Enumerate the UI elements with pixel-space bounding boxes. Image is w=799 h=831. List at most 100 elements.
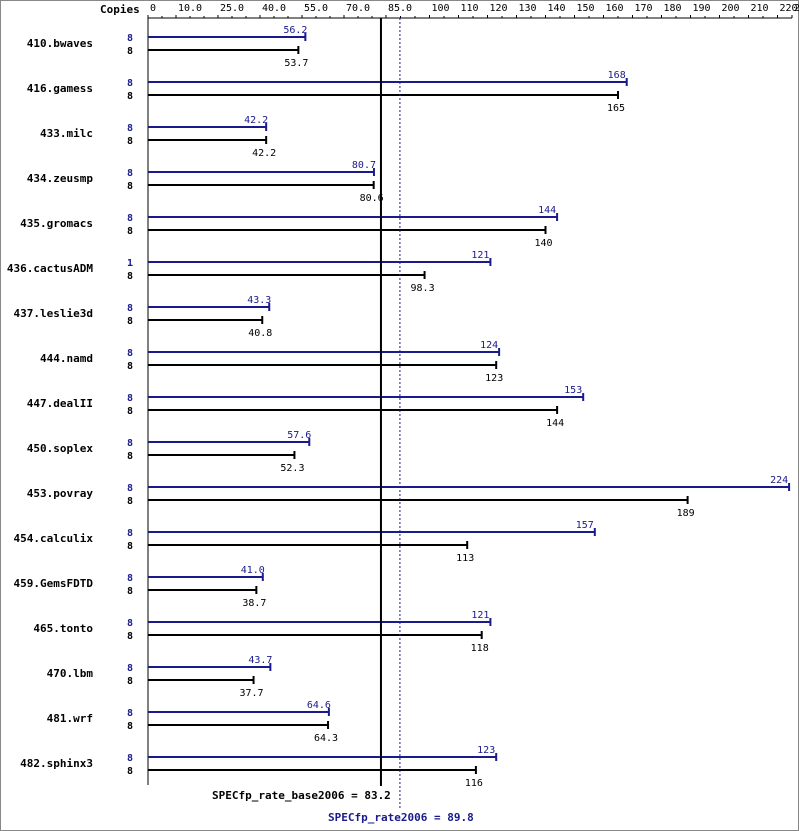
base-value-label: 140: [534, 238, 552, 249]
peak-copies-label: 8: [127, 303, 133, 314]
peak-value-label: 121: [471, 250, 489, 261]
base-copies-label: 8: [127, 46, 133, 57]
peak-mean-label: SPECfp_rate2006 = 89.8: [328, 811, 474, 824]
peak-copies-label: 8: [127, 618, 133, 629]
peak-copies-label: 8: [127, 168, 133, 179]
benchmark-label: 453.povray: [27, 487, 94, 500]
benchmark-label: 482.sphinx3: [20, 757, 93, 770]
x-axis-tick-label: 85.0: [388, 3, 412, 14]
base-copies-label: 8: [127, 181, 133, 192]
benchmark-label: 470.lbm: [47, 667, 94, 680]
x-axis-tick-label: 70.0: [346, 3, 370, 14]
base-value-label: 40.8: [248, 328, 272, 339]
peak-value-label: 153: [564, 385, 582, 396]
peak-copies-label: 8: [127, 393, 133, 404]
x-axis-tick-label: 0: [150, 3, 156, 14]
benchmark-label: 435.gromacs: [20, 217, 93, 230]
x-axis-tick-label: 200: [722, 3, 740, 14]
x-axis-tick-label: 210: [751, 3, 769, 14]
peak-copies-label: 8: [127, 33, 133, 44]
peak-value-label: 144: [538, 205, 556, 216]
base-copies-label: 8: [127, 226, 133, 237]
peak-copies-label: 8: [127, 663, 133, 674]
benchmark-label: 447.dealII: [27, 397, 93, 410]
benchmark-label: 459.GemsFDTD: [14, 577, 94, 590]
benchmark-label: 436.cactusADM: [7, 262, 93, 275]
base-value-label: 80.6: [360, 193, 384, 204]
base-value-label: 116: [465, 778, 483, 789]
base-value-label: 37.7: [240, 688, 264, 699]
x-axis-tick-label: 130: [519, 3, 537, 14]
x-axis-tick-label: 190: [693, 3, 711, 14]
base-copies-label: 8: [127, 586, 133, 597]
x-axis-tick-label: 120: [490, 3, 508, 14]
peak-value-label: 41.0: [241, 565, 265, 576]
base-copies-label: 8: [127, 721, 133, 732]
base-copies-label: 8: [127, 316, 133, 327]
peak-value-label: 123: [477, 745, 495, 756]
base-copies-label: 8: [127, 91, 133, 102]
base-value-label: 64.3: [314, 733, 338, 744]
base-copies-label: 8: [127, 451, 133, 462]
peak-copies-label: 8: [127, 483, 133, 494]
base-value-label: 53.7: [284, 58, 308, 69]
x-axis-tick-label: 10.0: [178, 3, 202, 14]
x-axis-tick-label: 140: [548, 3, 566, 14]
x-axis-tick-label: 110: [461, 3, 479, 14]
benchmark-label: 410.bwaves: [27, 37, 93, 50]
x-axis-tick-label: 170: [635, 3, 653, 14]
base-value-label: 165: [607, 103, 625, 114]
peak-copies-label: 8: [127, 78, 133, 89]
x-axis-tick-label: 220: [780, 3, 798, 14]
benchmark-label: 433.milc: [40, 127, 93, 140]
base-copies-label: 8: [127, 136, 133, 147]
base-mean-label: SPECfp_rate_base2006 = 83.2: [212, 789, 391, 802]
peak-value-label: 64.6: [307, 700, 331, 711]
x-axis-tick-label: 180: [664, 3, 682, 14]
peak-copies-label: 1: [127, 258, 133, 269]
axis-title: Copies: [100, 3, 140, 16]
peak-value-label: 168: [608, 70, 626, 81]
peak-copies-label: 8: [127, 438, 133, 449]
base-value-label: 98.3: [411, 283, 435, 294]
base-copies-label: 8: [127, 271, 133, 282]
base-copies-label: 8: [127, 406, 133, 417]
base-value-label: 42.2: [252, 148, 276, 159]
peak-value-label: 42.2: [244, 115, 268, 126]
base-copies-label: 8: [127, 496, 133, 507]
base-value-label: 144: [546, 418, 564, 429]
benchmark-label: 444.namd: [40, 352, 93, 365]
base-value-label: 38.7: [242, 598, 266, 609]
base-value-label: 189: [677, 508, 695, 519]
peak-copies-label: 8: [127, 213, 133, 224]
peak-copies-label: 8: [127, 573, 133, 584]
peak-value-label: 157: [576, 520, 594, 531]
benchmark-label: 465.tonto: [33, 622, 93, 635]
peak-copies-label: 8: [127, 348, 133, 359]
peak-value-label: 80.7: [352, 160, 376, 171]
peak-value-label: 124: [480, 340, 498, 351]
peak-copies-label: 8: [127, 753, 133, 764]
peak-value-label: 121: [471, 610, 489, 621]
benchmark-label: 416.gamess: [27, 82, 93, 95]
x-axis-tick-label: 225: [794, 3, 799, 14]
peak-copies-label: 8: [127, 708, 133, 719]
benchmark-label: 434.zeusmp: [27, 172, 94, 185]
base-value-label: 52.3: [280, 463, 304, 474]
x-axis-tick-label: 25.0: [220, 3, 244, 14]
benchmark-label: 450.soplex: [27, 442, 94, 455]
peak-copies-label: 8: [127, 528, 133, 539]
peak-value-label: 43.7: [248, 655, 272, 666]
benchmark-label: 481.wrf: [47, 712, 93, 725]
base-copies-label: 8: [127, 541, 133, 552]
x-axis-tick-label: 100: [432, 3, 450, 14]
peak-value-label: 56.2: [283, 25, 307, 36]
base-value-label: 118: [471, 643, 489, 654]
base-copies-label: 8: [127, 361, 133, 372]
base-value-label: 113: [456, 553, 474, 564]
base-copies-label: 8: [127, 676, 133, 687]
peak-copies-label: 8: [127, 123, 133, 134]
x-axis-tick-label: 55.0: [304, 3, 328, 14]
x-axis-tick-label: 150: [577, 3, 595, 14]
